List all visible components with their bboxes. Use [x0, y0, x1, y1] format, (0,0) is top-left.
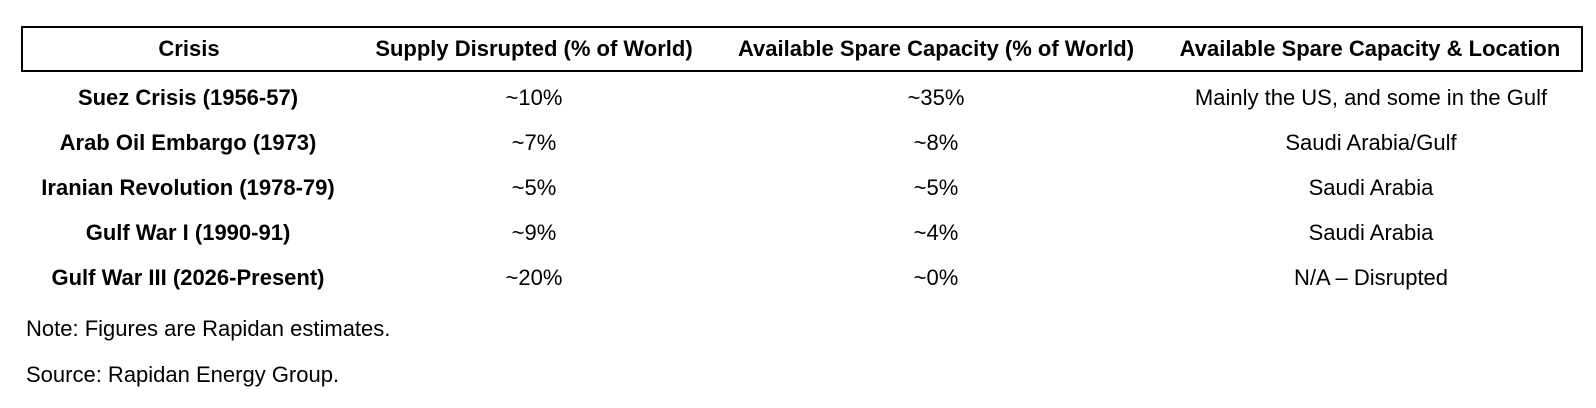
supply-disrupted-value: ~9%	[511, 219, 557, 245]
spare-capacity-value: ~8%	[913, 129, 959, 155]
header-cell-supply-disrupted: Supply Disrupted (% of World)	[375, 36, 693, 61]
supply-disrupted-value: ~5%	[511, 174, 557, 200]
supply-disrupted-value: ~10%	[505, 84, 563, 110]
capacity-location: Saudi Arabia	[1308, 219, 1434, 245]
capacity-location: Mainly the US, and some in the Gulf	[1194, 84, 1548, 110]
spare-capacity-value: ~5%	[913, 174, 959, 200]
crisis-name: Iranian Revolution (1978-79)	[41, 174, 335, 200]
spare-capacity-value: ~4%	[913, 219, 959, 245]
capacity-location: N/A – Disrupted	[1293, 264, 1449, 290]
crisis-name: Gulf War I (1990-91)	[85, 219, 291, 245]
table-row-gulf-war-3: Gulf War III (2026-Present) ~20% ~0% N/A…	[21, 255, 1583, 300]
table-header-row: Crisis Supply Disrupted (% of World) Ava…	[21, 26, 1583, 72]
supply-disrupted-value: ~20%	[505, 264, 563, 290]
table-row-gulf-war-1: Gulf War I (1990-91) ~9% ~4% Saudi Arabi…	[21, 210, 1583, 255]
table-row-iranian-revolution: Iranian Revolution (1978-79) ~5% ~5% Sau…	[21, 165, 1583, 210]
header-cell-location: Available Spare Capacity & Location	[1179, 36, 1561, 61]
crisis-name: Gulf War III (2026-Present)	[51, 264, 325, 290]
table-row-suez-crisis: Suez Crisis (1956-57) ~10% ~35% Mainly t…	[21, 75, 1583, 120]
table-body: Suez Crisis (1956-57) ~10% ~35% Mainly t…	[21, 75, 1583, 300]
spare-capacity-value: ~35%	[907, 84, 965, 110]
source-text: Source: Rapidan Energy Group.	[26, 362, 340, 387]
crisis-name: Suez Crisis (1956-57)	[77, 84, 299, 110]
spare-capacity-value: ~0%	[913, 264, 959, 290]
capacity-location: Saudi Arabia/Gulf	[1285, 129, 1457, 155]
header-cell-crisis: Crisis	[158, 36, 220, 61]
header-cell-spare-capacity: Available Spare Capacity (% of World)	[737, 36, 1135, 61]
capacity-location: Saudi Arabia	[1308, 174, 1434, 200]
note-text: Note: Figures are Rapidan estimates.	[26, 316, 391, 341]
crisis-name: Arab Oil Embargo (1973)	[59, 129, 317, 155]
supply-disrupted-value: ~7%	[511, 129, 557, 155]
table-row-arab-oil-embargo: Arab Oil Embargo (1973) ~7% ~8% Saudi Ar…	[21, 120, 1583, 165]
